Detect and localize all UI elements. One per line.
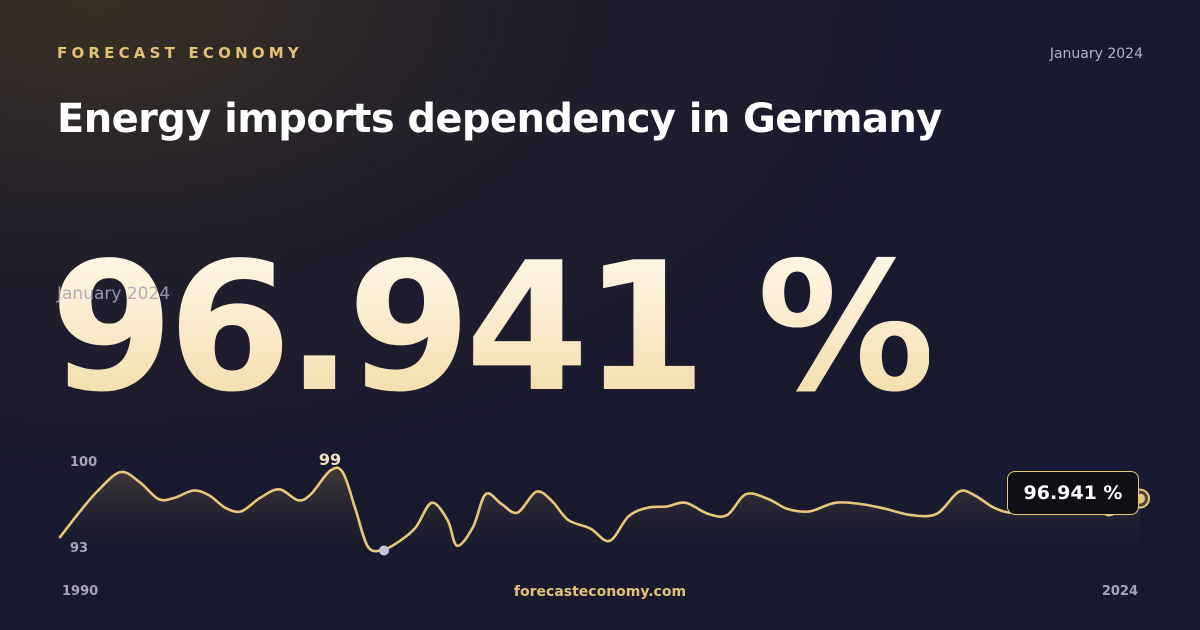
header-date: January 2024 bbox=[1049, 46, 1143, 62]
x-tick-end: 2024 bbox=[1101, 584, 1138, 599]
last-value-callout: 96.941 % bbox=[1007, 471, 1139, 515]
peak-label: 99 bbox=[319, 450, 341, 469]
area-chart: 100 93 99 bbox=[58, 450, 1150, 565]
y-tick-min: 93 bbox=[70, 541, 88, 556]
footer-site: forecasteconomy.com bbox=[513, 584, 687, 600]
series-line bbox=[58, 466, 1142, 553]
x-tick-start: 1990 bbox=[62, 584, 99, 599]
page-title: Energy imports dependency in Germany bbox=[57, 96, 942, 142]
area-fill bbox=[60, 467, 1140, 565]
headline-date: January 2024 bbox=[57, 284, 171, 304]
headline-value: 96.941 % bbox=[50, 224, 935, 431]
y-tick-max: 100 bbox=[70, 455, 97, 470]
brand-name: FORECAST ECONOMY bbox=[57, 44, 303, 62]
min-point-marker bbox=[379, 545, 389, 556]
